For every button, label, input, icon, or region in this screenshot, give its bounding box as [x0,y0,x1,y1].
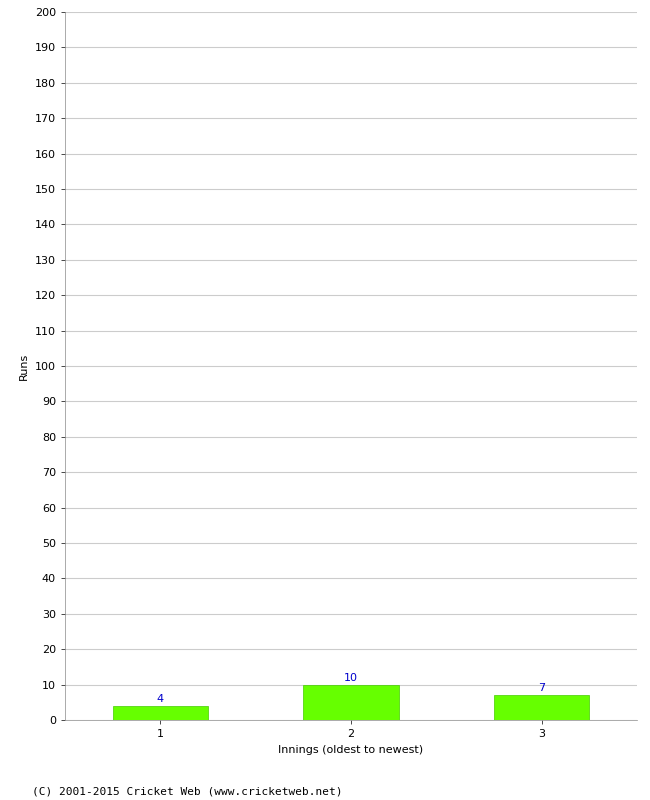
Y-axis label: Runs: Runs [20,352,29,380]
Bar [304,685,398,720]
X-axis label: Innings (oldest to newest): Innings (oldest to newest) [278,745,424,754]
Bar [112,706,208,720]
Text: 4: 4 [157,694,164,704]
Text: (C) 2001-2015 Cricket Web (www.cricketweb.net): (C) 2001-2015 Cricket Web (www.cricketwe… [32,786,343,796]
Bar [494,695,590,720]
Text: 10: 10 [344,673,358,683]
Text: 7: 7 [538,683,545,694]
